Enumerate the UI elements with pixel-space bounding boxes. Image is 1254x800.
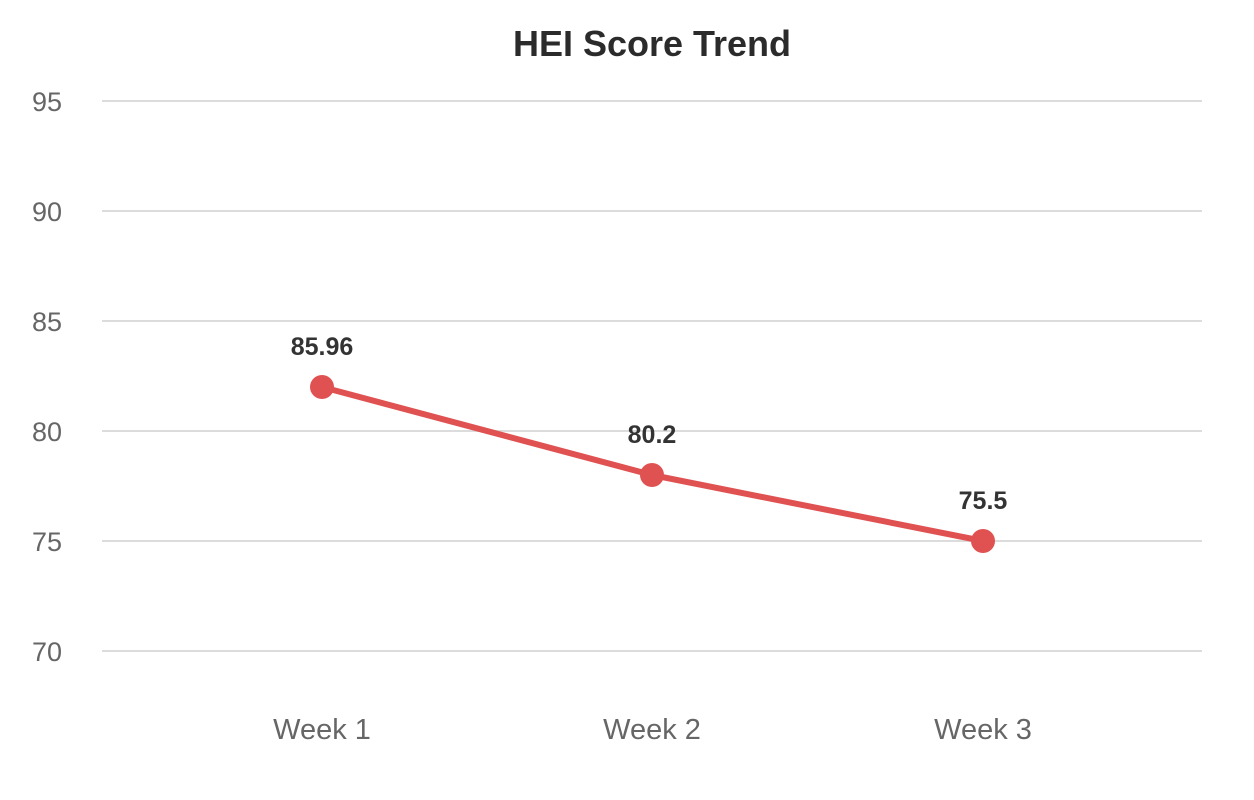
x-tick-label: Week 1 (273, 714, 371, 746)
data-label: 75.5 (959, 487, 1008, 515)
data-point[interactable] (971, 529, 995, 553)
y-axis-ticks: 70 75 80 85 90 95 (32, 87, 62, 667)
x-axis-ticks: Week 1 Week 2 Week 3 (273, 714, 1032, 746)
series-layer (310, 375, 995, 553)
y-tick-label: 80 (32, 417, 62, 447)
y-tick-label: 85 (32, 307, 62, 337)
data-label: 80.2 (628, 421, 677, 449)
chart-title: HEI Score Trend (513, 23, 791, 64)
data-labels: 85.96 80.2 75.5 (291, 333, 1008, 515)
data-point[interactable] (310, 375, 334, 399)
x-tick-label: Week 3 (934, 714, 1032, 746)
x-tick-label: Week 2 (603, 714, 701, 746)
y-tick-label: 75 (32, 527, 62, 557)
y-tick-label: 95 (32, 87, 62, 117)
y-tick-label: 70 (32, 637, 62, 667)
data-point[interactable] (640, 463, 664, 487)
y-tick-label: 90 (32, 197, 62, 227)
data-label: 85.96 (291, 333, 354, 361)
gridlines (102, 100, 1202, 652)
